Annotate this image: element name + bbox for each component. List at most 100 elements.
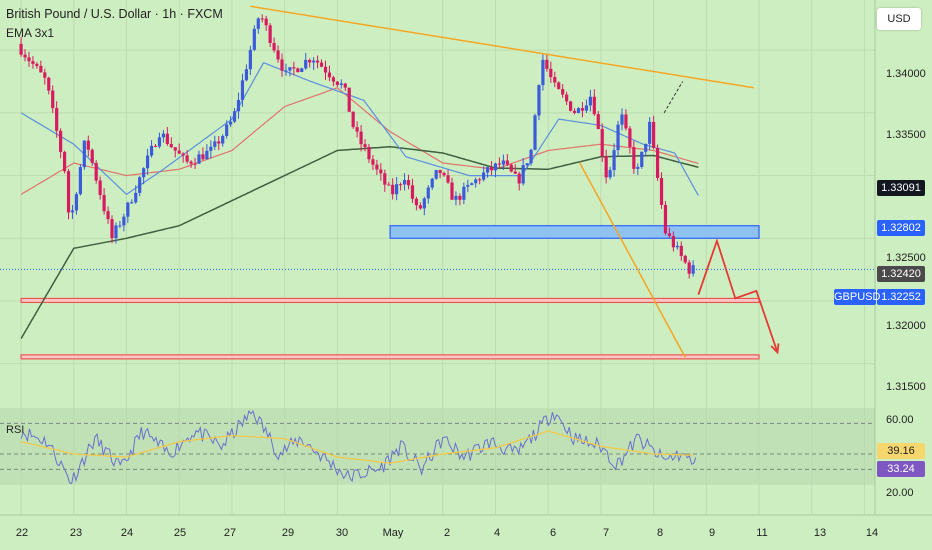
candle-body [541,59,545,86]
candle-body [375,164,379,170]
candle-body [655,147,660,178]
candle-body [280,59,284,71]
rsi-panel-bg [0,408,875,485]
candle-body [687,262,691,274]
candle-body [27,57,31,62]
candle-body [229,121,233,125]
candle-body [193,163,197,165]
candle-body [114,225,118,239]
x-tick: 23 [69,527,83,539]
candle-body [110,219,114,239]
ema-slow-line [20,145,699,339]
candle-body [644,143,648,152]
candle-body [312,60,316,63]
price-tick: 1.33500 [886,129,926,141]
x-tick: May [382,527,404,539]
candle-body [209,146,213,151]
candle-body [31,61,35,64]
candle-body [501,160,505,165]
candle-body [474,179,478,184]
x-tick: 9 [708,527,716,539]
candle-body [118,225,122,227]
candle-body [51,90,55,109]
candle-body [173,147,177,151]
candle-body [276,50,280,60]
candle-body [675,245,679,248]
candle-body [98,180,102,196]
candle-body [648,121,652,144]
candle-body [134,192,138,203]
candle-body [59,130,63,152]
candle-body [78,167,82,195]
candle-body [39,65,43,73]
candle-body [640,151,644,167]
candle-body [604,156,608,178]
candle-body [371,159,375,165]
candle-body [402,180,407,185]
ema-fast-line [20,61,699,196]
price-tag-ema-slow: 1.33091 [877,180,925,196]
candle-body [256,18,260,29]
candle-body [624,114,628,129]
candle-body [327,72,332,78]
x-tick: 14 [865,527,879,539]
candle-body [545,59,549,69]
candle-body [232,111,237,122]
candle-body [296,68,300,72]
price-tag-ema-fast: 1.32802 [877,220,925,236]
candle-body [383,173,387,185]
chart-title: British Pound / U.S. Dollar · 1h · FXCM [6,7,223,21]
candle-body [225,124,229,136]
candle-body [367,147,371,160]
trendline [250,5,754,89]
candle-body [671,235,675,248]
x-tick: 30 [335,527,349,539]
candle-body [284,70,288,72]
candle-body [74,194,79,211]
candle-body [130,202,134,204]
candle-body [126,202,130,217]
candle-body [197,154,201,164]
candle-body [106,211,110,220]
candle-body [213,141,217,147]
candle-body [592,96,596,115]
candle-body [221,135,225,144]
candle-body [272,42,276,51]
candle-body [142,168,146,178]
x-tick: 22 [15,527,29,539]
candle-body [177,150,181,154]
forecast-arrowhead [770,343,780,355]
candle-body [351,111,355,128]
candle-body [584,105,589,111]
candle-body [138,177,142,193]
rsi-line [20,409,697,485]
candle-body [62,151,67,172]
candle-body [102,195,106,212]
candle-body [410,185,415,199]
rsi-tick: 20.00 [886,487,914,499]
currency-button[interactable]: USD [877,8,921,30]
candle-body [391,184,395,195]
candle-body [632,147,636,169]
price-tag-last: 1.32252 [877,289,925,305]
candle-body [529,149,533,164]
candle-body [23,54,27,58]
candle-body [43,72,47,78]
candle-body [561,89,565,95]
candle-body [533,115,537,150]
candle-body [509,164,513,172]
candle-body [628,128,632,148]
candle-body [525,163,529,166]
candle-body [395,184,399,195]
candle-body [145,155,150,169]
candle-body [331,77,335,82]
candle-body [35,63,39,66]
candle-body [359,131,363,145]
candle-body [94,162,98,181]
candle-body [205,150,209,160]
candle-body [478,179,482,181]
price-tag-level: 1.32420 [877,266,925,282]
candle-body [426,187,430,199]
x-tick: 8 [656,527,664,539]
